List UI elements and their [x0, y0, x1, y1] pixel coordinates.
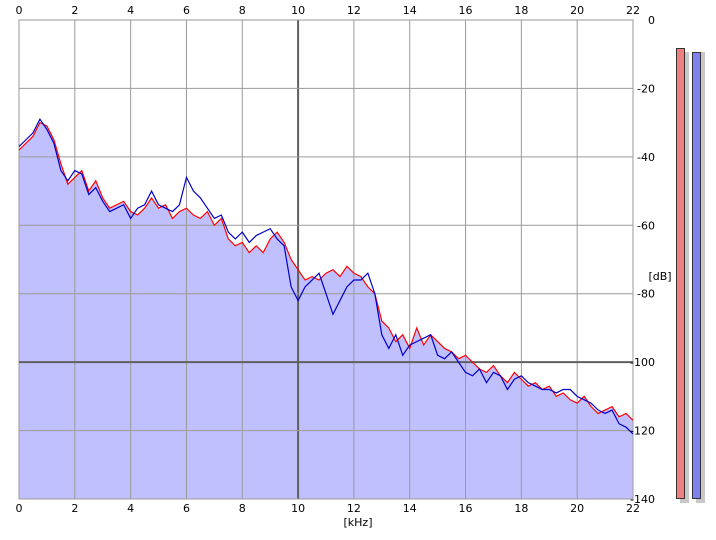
x-tick-label-bottom: 2 [71, 502, 78, 515]
x-tick-label-top: 4 [127, 4, 134, 17]
x-tick-label-top: 14 [403, 4, 417, 17]
x-tick-label-top: 12 [347, 4, 361, 17]
y-tick-label: -120 [630, 425, 655, 438]
x-axis-label: [kHz] [344, 516, 373, 529]
x-tick-label-bottom: 4 [127, 502, 134, 515]
x-tick-label-top: 22 [626, 4, 640, 17]
x-tick-label-bottom: 18 [514, 502, 528, 515]
x-tick-label-top: 8 [239, 4, 246, 17]
y-tick-label: -40 [637, 151, 655, 164]
x-tick-label-bottom: 16 [459, 502, 473, 515]
y-tick-label: -60 [637, 219, 655, 232]
series-line-2 [18, 118, 634, 435]
x-tick-label-bottom: 12 [347, 502, 361, 515]
series-line-1 [18, 121, 634, 421]
x-tick-label-top: 10 [291, 4, 305, 17]
y-tick-label: -140 [630, 493, 655, 506]
x-tick-label-bottom: 14 [403, 502, 417, 515]
spectrum-fill-area [19, 122, 633, 500]
x-tick-label-bottom: 22 [626, 502, 640, 515]
x-tick-label-top: 18 [514, 4, 528, 17]
x-tick-label-bottom: 20 [570, 502, 584, 515]
x-tick-label-bottom: 10 [291, 502, 305, 515]
x-tick-label-top: 16 [459, 4, 473, 17]
y-tick-label: 0 [648, 14, 655, 27]
x-tick-label-bottom: 0 [16, 502, 23, 515]
x-tick-label-bottom: 6 [183, 502, 190, 515]
y-tick-label: -100 [630, 356, 655, 369]
x-tick-label-top: 2 [71, 4, 78, 17]
tick-labels: 002244668810101212141416161818202022220-… [16, 4, 656, 515]
y-tick-label: -20 [637, 82, 655, 95]
right-level-meter [692, 52, 701, 499]
x-tick-label-top: 6 [183, 4, 190, 17]
x-tick-label-top: 0 [16, 4, 23, 17]
x-tick-label-top: 20 [570, 4, 584, 17]
x-tick-label-bottom: 8 [239, 502, 246, 515]
y-tick-label: -80 [637, 288, 655, 301]
left-level-meter [676, 48, 685, 499]
y-axis-label: [dB] [648, 270, 671, 283]
series-lines [18, 118, 634, 435]
